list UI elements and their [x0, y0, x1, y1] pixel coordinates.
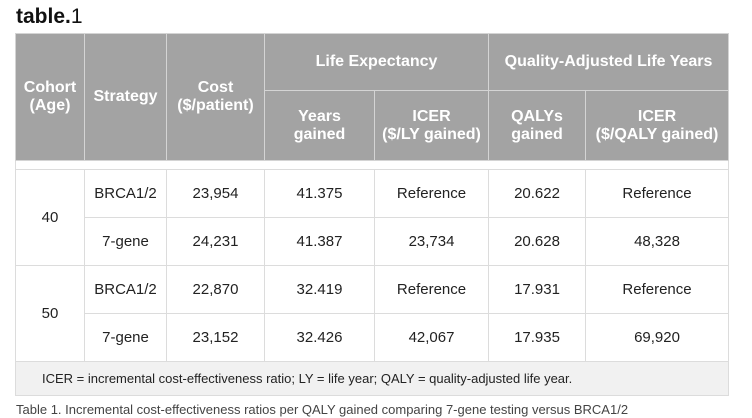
icer-ly-cell: 23,734	[373, 217, 490, 266]
cohort-cell: 50	[15, 265, 85, 362]
table-row: 50 BRCA1/2 22,870 32.419 Reference 17.93…	[15, 265, 730, 362]
header-cost-label: Cost ($/patient)	[177, 79, 254, 114]
qalys-gained-cell: 20.628	[488, 217, 587, 266]
years-gained-cell: 41.387	[264, 217, 375, 266]
icer-ly-cell: 42,067	[373, 313, 490, 362]
header-life-expectancy: Life Expectancy	[263, 33, 490, 91]
header-qalys-gained-label: QALYs gained	[511, 107, 563, 143]
strategy-cell: BRCA1/2	[84, 265, 167, 314]
header-qaly-group-label: Quality-Adjusted Life Years	[504, 53, 713, 70]
years-gained-cell: 41.375	[264, 169, 375, 218]
header-life-expectancy-label: Life Expectancy	[315, 53, 438, 70]
strategy-cell: 7-gene	[84, 313, 167, 362]
qalys-gained-cell: 20.622	[488, 169, 587, 218]
cost-cell: 23,152	[166, 313, 265, 362]
strategy-cell: 7-gene	[84, 217, 167, 266]
header-years-gained: Years gained	[264, 90, 375, 161]
header-qaly-group: Quality-Adjusted Life Years	[488, 33, 730, 91]
spacer-row	[14, 160, 730, 170]
icer-qaly-cell: Reference	[585, 169, 730, 218]
header-icer-qaly-label: ICER ($/QALY gained)	[595, 107, 719, 143]
header-row-1: Cohort (Age) Strategy Cost ($/patient) L…	[15, 33, 730, 161]
header-cost: Cost ($/patient)	[166, 33, 265, 161]
header-icer-qaly: ICER ($/QALY gained)	[585, 90, 730, 161]
table-row: 7-gene 24,231 41.387 23,734 20.628 48,32…	[16, 217, 730, 266]
years-gained-cell: 32.426	[264, 313, 375, 362]
cost-cell: 22,870	[166, 265, 265, 314]
icer-ly-cell: Reference	[373, 169, 490, 218]
header-row-2: Years gained ICER ($/LY gained) QALYs ga…	[16, 90, 730, 161]
results-table: Cohort (Age) Strategy Cost ($/patient) L…	[14, 33, 730, 396]
cost-cell: 24,231	[166, 217, 265, 266]
table-caption: table.1	[16, 4, 83, 30]
cohort-cell: 40	[15, 169, 85, 266]
header-icer-ly: ICER ($/LY gained)	[373, 90, 490, 161]
cost-cell: 23,954	[166, 169, 265, 218]
qalys-gained-cell: 17.931	[488, 265, 587, 314]
icer-qaly-cell: 48,328	[585, 217, 730, 266]
table-row: 40 BRCA1/2 23,954 41.375 Reference 20.62…	[15, 169, 730, 266]
spacer-cell	[14, 160, 730, 170]
caption-prefix: table.	[16, 5, 71, 28]
header-cohort-label: Cohort (Age)	[23, 79, 77, 114]
header-strategy-label: Strategy	[93, 88, 158, 105]
qalys-gained-cell: 17.935	[488, 313, 587, 362]
footnote-row: ICER = incremental cost-effectiveness ra…	[14, 361, 730, 396]
header-strategy: Strategy	[84, 33, 167, 161]
header-years-gained-label: Years gained	[293, 107, 346, 143]
caption-number: 1	[70, 5, 83, 28]
icer-ly-cell: Reference	[373, 265, 490, 314]
header-cohort: Cohort (Age)	[15, 33, 85, 161]
icer-qaly-cell: 69,920	[585, 313, 730, 362]
table-footnote: ICER = incremental cost-effectiveness ra…	[14, 361, 730, 396]
table-row: 7-gene 23,152 32.426 42,067 17.935 69,92…	[16, 313, 730, 362]
header-qalys-gained: QALYs gained	[488, 90, 587, 161]
icer-qaly-cell: Reference	[585, 265, 730, 314]
strategy-cell: BRCA1/2	[84, 169, 167, 218]
header-icer-ly-label: ICER ($/LY gained)	[382, 107, 481, 143]
below-table-text: Table 1. Incremental cost-effectiveness …	[16, 402, 629, 417]
years-gained-cell: 32.419	[264, 265, 375, 314]
